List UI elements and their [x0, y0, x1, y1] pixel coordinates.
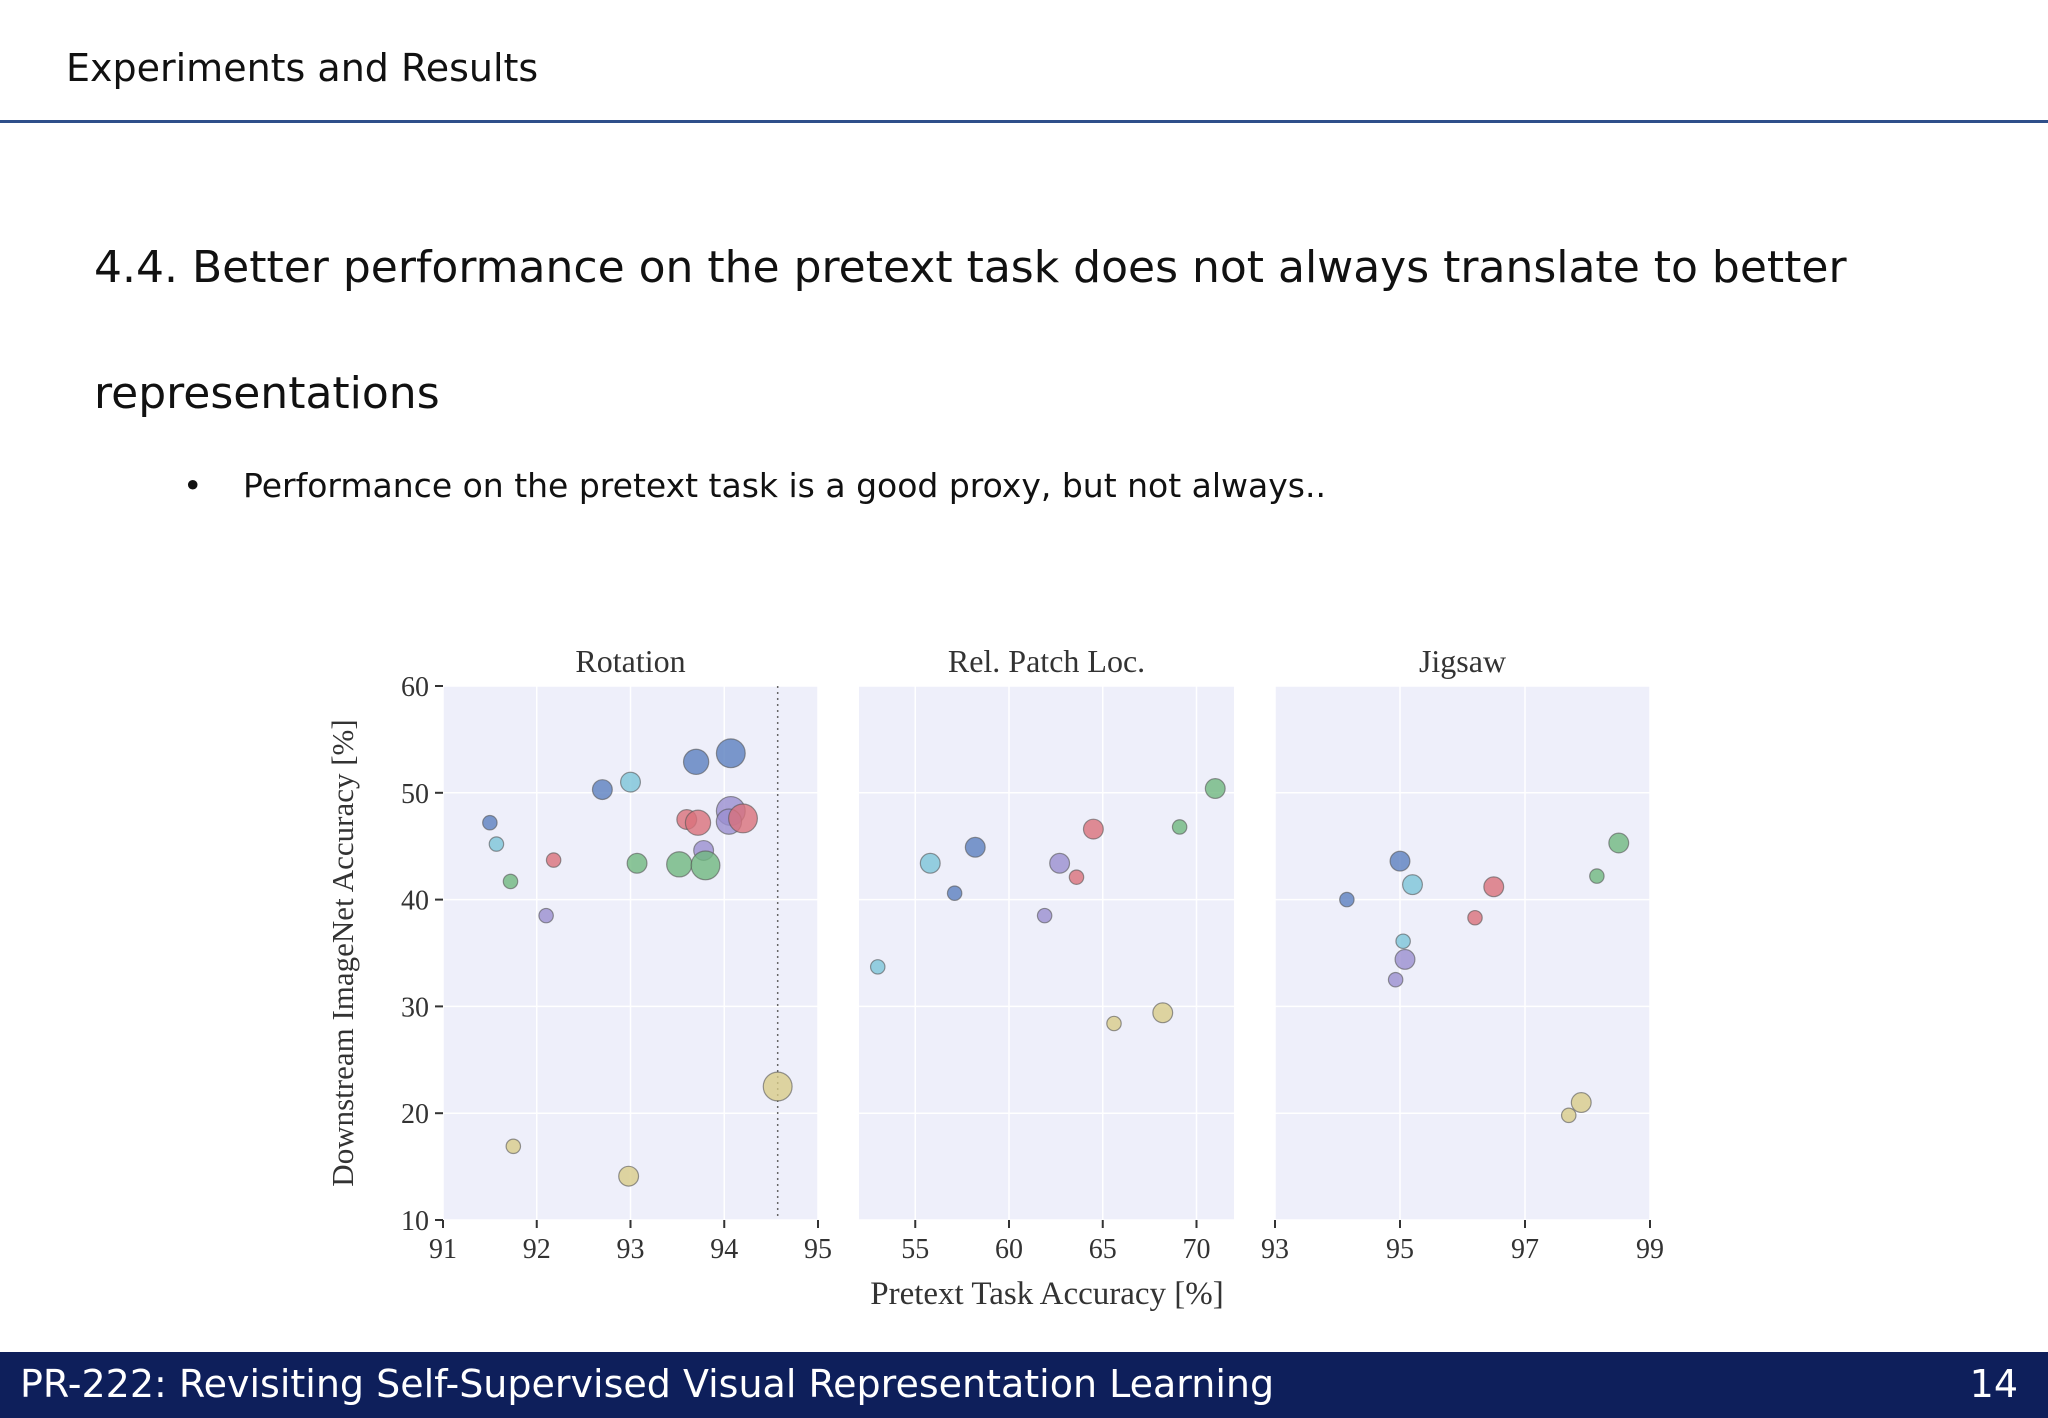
data-point — [762, 1071, 793, 1102]
x-tick-label: 94 — [710, 1234, 738, 1265]
data-point — [591, 779, 613, 801]
y-tick-label: 60 — [401, 672, 429, 703]
panel-title: Rotation — [575, 643, 685, 679]
data-point — [1560, 1107, 1577, 1124]
data-point — [618, 1165, 640, 1187]
data-point — [538, 907, 554, 924]
x-axis-label: Pretext Task Accuracy [%] — [870, 1276, 1224, 1312]
data-point — [666, 851, 693, 878]
data-point — [1387, 971, 1404, 988]
y-tick-label: 10 — [401, 1206, 429, 1237]
x-tick-label: 91 — [429, 1234, 457, 1265]
footer-title: PR-222: Revisiting Self-Supervised Visua… — [20, 1362, 1275, 1406]
data-point — [1339, 891, 1355, 908]
data-point — [946, 885, 963, 901]
x-tick-label: 65 — [1089, 1234, 1117, 1265]
y-tick-label: 30 — [401, 992, 429, 1023]
data-point — [1394, 948, 1416, 970]
data-point — [684, 809, 712, 836]
data-point — [1204, 778, 1226, 800]
x-tick-label: 97 — [1511, 1234, 1539, 1265]
y-tick-label: 50 — [401, 779, 429, 810]
data-point — [545, 852, 562, 868]
data-point — [919, 852, 941, 874]
x-tick-label: 93 — [1261, 1234, 1289, 1265]
y-tick-label: 40 — [401, 886, 429, 917]
data-point — [505, 1138, 522, 1155]
data-point — [620, 771, 642, 793]
slide-heading: 4.4. Better performance on the pretext t… — [94, 242, 1847, 419]
y-tick-label: 20 — [401, 1099, 429, 1130]
data-point — [1389, 850, 1411, 872]
x-tick-label: 99 — [1636, 1234, 1664, 1265]
data-point — [1395, 933, 1411, 950]
data-point — [1036, 907, 1053, 924]
x-tick-label: 60 — [995, 1234, 1023, 1265]
header-title: Experiments and Results — [66, 46, 539, 90]
data-point — [682, 748, 710, 776]
data-point — [690, 850, 721, 881]
data-point — [869, 959, 886, 975]
data-point — [964, 836, 986, 858]
data-point — [1082, 818, 1104, 840]
panel-title: Jigsaw — [1419, 643, 1506, 679]
data-point — [502, 873, 519, 890]
data-point — [482, 814, 498, 831]
footer-bar: PR-222: Revisiting Self-Supervised Visua… — [0, 1352, 2048, 1418]
x-tick-label: 93 — [617, 1234, 645, 1265]
panel-background — [859, 686, 1234, 1220]
data-point — [1049, 852, 1071, 874]
data-point — [1068, 869, 1085, 885]
y-axis-label: Downstream ImageNet Accuracy [%] — [325, 719, 360, 1186]
data-point — [1152, 1002, 1174, 1024]
panel-background — [1275, 686, 1650, 1220]
data-point — [1589, 868, 1605, 884]
data-point — [1171, 819, 1188, 835]
data-point — [715, 738, 746, 769]
x-tick-label: 95 — [804, 1234, 832, 1265]
panel-title: Rel. Patch Loc. — [948, 643, 1145, 679]
data-point — [1570, 1092, 1592, 1114]
page-number: 14 — [1969, 1362, 2018, 1406]
x-tick-label: 70 — [1183, 1234, 1211, 1265]
data-point — [626, 852, 648, 874]
data-point — [1401, 874, 1423, 896]
x-tick-label: 95 — [1386, 1234, 1414, 1265]
data-point — [1467, 909, 1483, 926]
scatter-chart: Rotation 91 92 93 94 95 Rel. Patch Loc. 55 60 65 7… — [325, 643, 1664, 1312]
x-tick-label: 92 — [523, 1234, 551, 1265]
data-point — [728, 803, 759, 834]
bullet-text: Performance on the pretext task is a goo… — [243, 466, 1326, 505]
data-point — [1106, 1015, 1122, 1032]
header-divider — [0, 120, 2048, 123]
bullet-dot-icon: • — [183, 466, 203, 505]
data-point — [488, 836, 505, 852]
x-tick-label: 55 — [901, 1234, 929, 1265]
data-point — [1483, 876, 1505, 898]
data-point — [1608, 832, 1630, 854]
